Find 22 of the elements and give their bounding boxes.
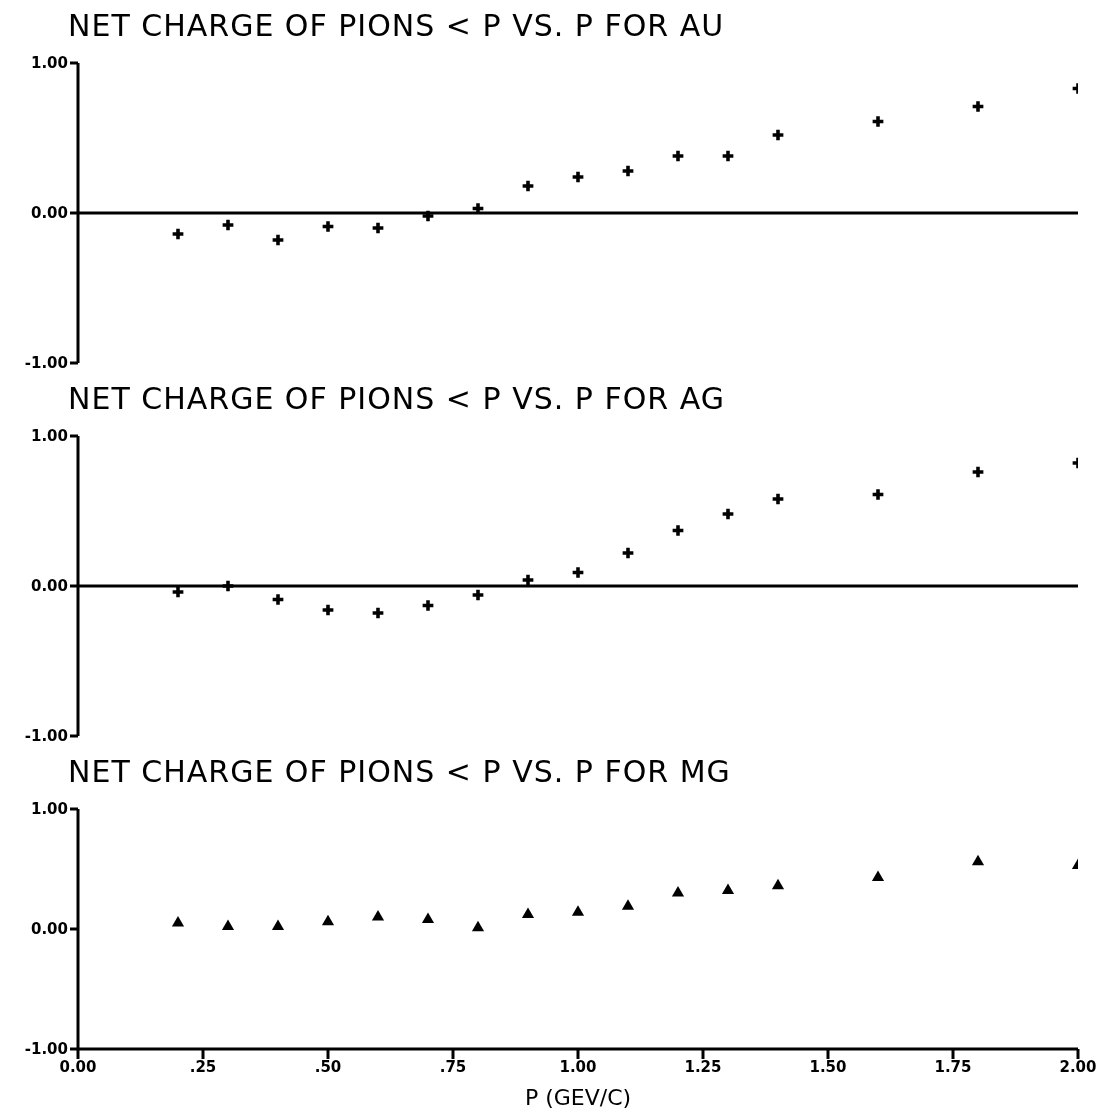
chart-title: NET CHARGE OF PIONS < P VS. P FOR AU — [68, 8, 726, 43]
chart-title: NET CHARGE OF PIONS < P VS. P FOR AG — [68, 381, 726, 416]
chart-title: NET CHARGE OF PIONS < P VS. P FOR MG — [68, 754, 732, 789]
x-tick-label: .25 — [189, 1057, 217, 1076]
y-tick-label: 0.00 — [30, 920, 68, 939]
y-tick-label: -1.00 — [24, 727, 68, 746]
y-tick-label: 1.00 — [30, 800, 68, 819]
y-tick-label: -1.00 — [24, 1040, 68, 1059]
x-tick-label: 1.50 — [809, 1057, 847, 1076]
y-tick-label: -1.00 — [24, 354, 68, 373]
x-tick-label: .50 — [314, 1057, 342, 1076]
y-tick-label: 0.00 — [30, 577, 68, 596]
x-tick-label: 2.00 — [1059, 1057, 1097, 1076]
x-tick-label: 0.00 — [59, 1057, 97, 1076]
x-tick-label: 1.25 — [684, 1057, 722, 1076]
x-axis-title: P (GEV/C) — [524, 1085, 632, 1109]
x-tick-label: 1.00 — [559, 1057, 597, 1076]
y-tick-label: 1.00 — [30, 54, 68, 73]
x-tick-label: .75 — [439, 1057, 467, 1076]
y-tick-label: 0.00 — [30, 204, 68, 223]
y-tick-label: 1.00 — [30, 427, 68, 446]
x-tick-label: 1.75 — [934, 1057, 972, 1076]
